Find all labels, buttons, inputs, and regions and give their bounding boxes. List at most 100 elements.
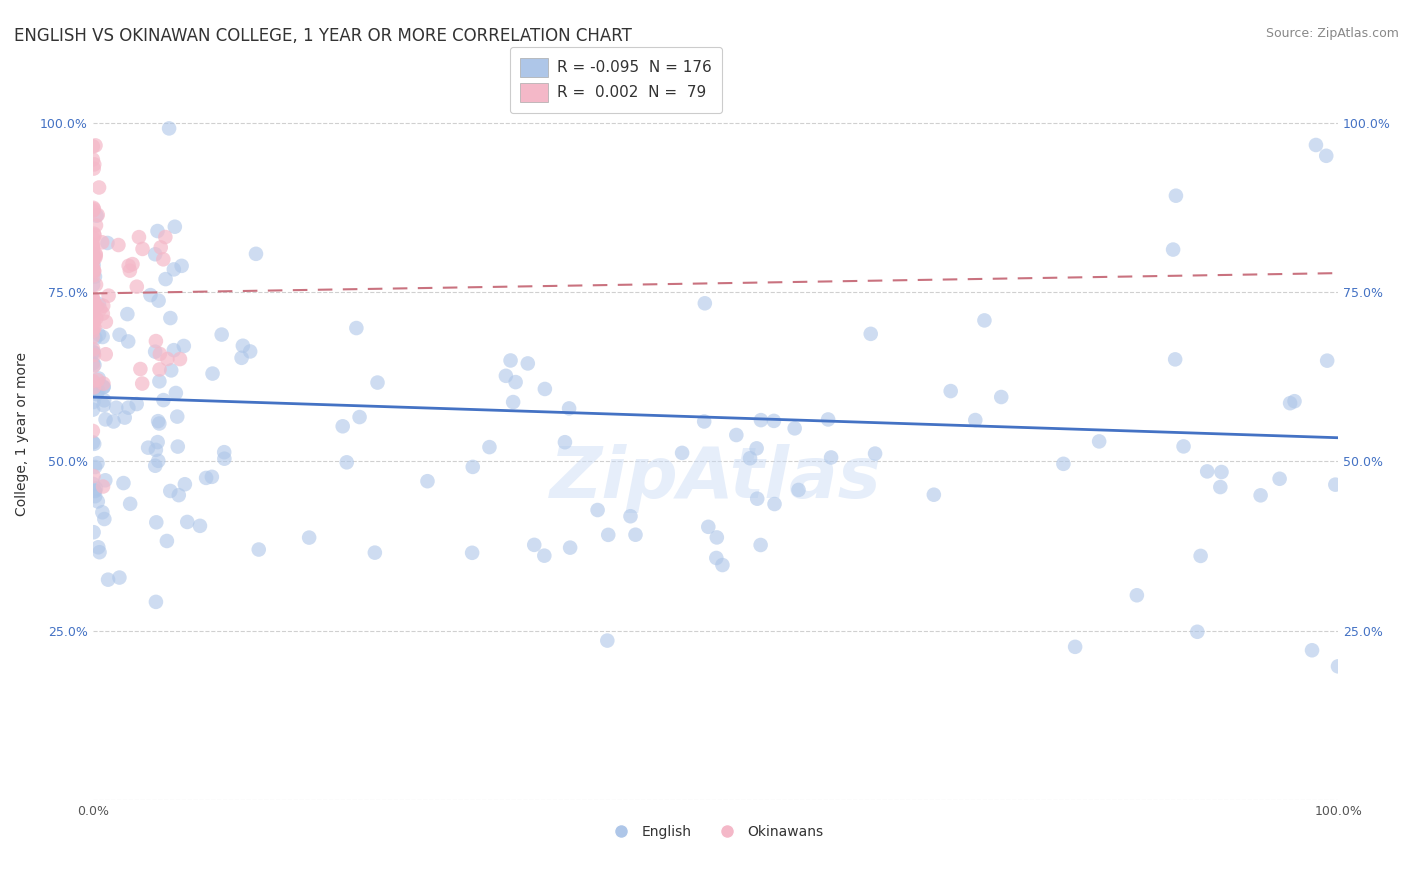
Point (143, 247, 166, 261)
Point (367, 376, 389, 390)
Point (91, 306, 114, 320)
Point (83, 258, 105, 272)
Point (82, 242, 104, 256)
Point (84, 331, 107, 345)
Point (145, 334, 167, 348)
Point (83, 295, 105, 310)
Point (1315, 149, 1337, 163)
Point (516, 356, 538, 370)
Point (83, 264, 105, 278)
Point (89, 545, 111, 559)
Point (749, 413, 772, 427)
Point (231, 351, 253, 365)
Point (148, 417, 170, 431)
Point (82, 268, 104, 283)
Point (173, 477, 195, 491)
Point (146, 224, 169, 238)
Point (671, 446, 693, 460)
Point (173, 339, 195, 353)
Point (91, 299, 114, 313)
Point (83, 320, 105, 334)
Point (332, 419, 354, 434)
Point (711, 558, 734, 572)
Point (863, 446, 886, 460)
Point (245, 247, 267, 261)
Point (783, 421, 806, 435)
Point (93, 380, 115, 394)
Point (83, 157, 105, 171)
Point (533, 549, 555, 563)
Point (939, 384, 962, 398)
Point (86, 387, 108, 401)
Point (693, 296, 716, 310)
Point (534, 382, 557, 396)
Point (103, 415, 125, 429)
Point (973, 313, 995, 327)
Point (82, 345, 104, 359)
Point (105, 401, 128, 415)
Point (94, 347, 117, 361)
Point (82, 424, 104, 438)
Point (239, 344, 262, 359)
Point (84, 251, 107, 265)
Point (82, 359, 104, 374)
Point (84, 219, 107, 233)
Point (93, 398, 115, 412)
Point (762, 414, 785, 428)
Text: Source: ZipAtlas.com: Source: ZipAtlas.com (1265, 27, 1399, 40)
Point (83, 358, 105, 372)
Point (416, 474, 439, 488)
Point (745, 442, 768, 456)
Point (114, 410, 136, 425)
Point (1327, 659, 1350, 673)
Point (84, 460, 107, 475)
Point (131, 376, 153, 391)
Point (82, 342, 104, 356)
Point (148, 362, 170, 376)
Point (125, 397, 148, 411)
Point (1052, 457, 1074, 471)
Point (478, 440, 501, 454)
Point (83, 314, 105, 328)
Point (91, 235, 114, 250)
Point (1164, 188, 1187, 202)
Point (619, 509, 641, 524)
Point (82, 201, 104, 215)
Point (82, 291, 104, 305)
Point (1284, 394, 1306, 409)
Point (704, 551, 727, 566)
Point (93, 393, 115, 408)
Point (82, 153, 104, 167)
Point (82, 139, 104, 153)
Point (96, 235, 118, 250)
Point (83, 483, 105, 498)
Point (1209, 480, 1232, 494)
Point (763, 497, 786, 511)
Point (87, 297, 110, 311)
Point (1211, 465, 1233, 479)
Point (1197, 464, 1219, 478)
Point (749, 538, 772, 552)
Legend: English, Okinawans: English, Okinawans (602, 820, 830, 845)
Point (86, 456, 108, 470)
Point (558, 401, 581, 416)
Point (1279, 396, 1302, 410)
Point (107, 238, 129, 252)
Point (87, 494, 110, 508)
Point (82, 277, 104, 292)
Point (554, 435, 576, 450)
Point (201, 470, 224, 484)
Point (87, 371, 110, 385)
Point (990, 390, 1012, 404)
Point (145, 442, 167, 457)
Point (97, 288, 120, 302)
Point (86, 373, 108, 387)
Point (214, 451, 236, 466)
Point (82, 261, 104, 276)
Point (83, 525, 105, 540)
Point (163, 262, 186, 277)
Point (82, 374, 104, 388)
Point (118, 263, 141, 277)
Point (364, 546, 387, 560)
Point (201, 367, 224, 381)
